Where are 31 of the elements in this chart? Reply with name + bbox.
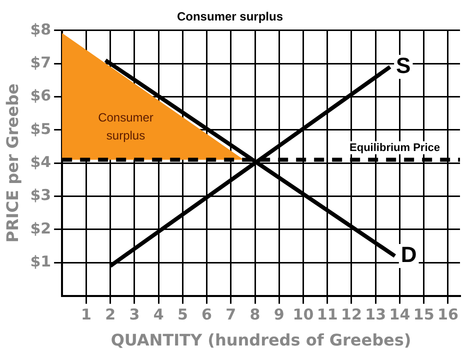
x-tick-label: 3: [129, 306, 140, 324]
y-tick-label: $4: [30, 152, 52, 171]
y-tick-label: $8: [30, 20, 52, 38]
series-label: D: [400, 242, 417, 268]
y-tick-label: $6: [30, 86, 52, 105]
x-tick-label: 11: [316, 306, 338, 324]
series-label: S: [396, 52, 411, 78]
x-tick-label: 12: [341, 306, 362, 324]
x-tick-label: 5: [177, 306, 188, 324]
y-tick-label: $7: [30, 53, 52, 72]
chart-title: Consumer surplus: [176, 10, 284, 24]
x-tick-label: 2: [105, 306, 116, 324]
annotation: Consumer surplus: [98, 110, 154, 142]
x-tick-label: 10: [292, 306, 314, 324]
x-tick-label: 13: [365, 306, 386, 324]
y-tick-label: $5: [30, 120, 52, 138]
y-tick-label: $2: [30, 219, 52, 238]
x-tick-label: 15: [413, 306, 434, 324]
y-axis-title: PRICE per Greebe: [2, 83, 22, 243]
x-axis-title: QUANTITY (hundreds of Greebes): [110, 330, 412, 350]
y-tick-label: $3: [30, 186, 52, 204]
y-tick-label: $1: [30, 252, 52, 271]
x-tick-label: 1: [80, 306, 92, 324]
x-tick-label: 7: [226, 306, 236, 324]
x-tick-label: 14: [389, 306, 410, 324]
ref-line-label: Equilibrium Price: [350, 142, 440, 154]
x-tick-label: 8: [250, 306, 260, 324]
x-tick-label: 6: [202, 306, 212, 324]
x-tick-label: 4: [153, 306, 164, 324]
x-tick-label: 16: [438, 306, 458, 324]
x-tick-label: 9: [274, 306, 284, 324]
